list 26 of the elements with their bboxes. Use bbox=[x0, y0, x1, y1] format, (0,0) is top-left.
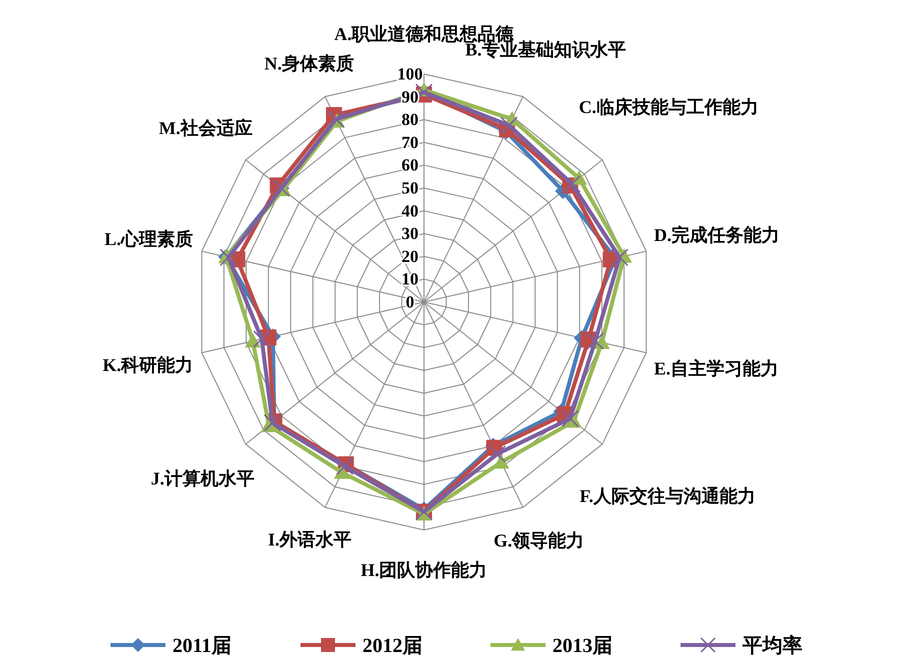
spoke-label: G.领导能力 bbox=[494, 530, 584, 551]
y-tick-label: 10 bbox=[402, 270, 418, 289]
y-tick-label: 0 bbox=[406, 292, 414, 312]
y-tick-label: 80 bbox=[402, 110, 418, 130]
legend-label: 2013届 bbox=[552, 635, 612, 657]
spoke-label: L.心理素质 bbox=[104, 229, 194, 250]
spoke-label: F.人际交往与沟通能力 bbox=[580, 486, 756, 506]
legend-label: 2012届 bbox=[362, 635, 422, 657]
y-tick-label: 50 bbox=[402, 178, 418, 198]
spoke-label: H.团队协作能力 bbox=[360, 560, 488, 580]
spoke-label: D.完成任务能力 bbox=[654, 225, 780, 246]
y-tick-label: 20 bbox=[402, 246, 418, 266]
y-tick-label: 40 bbox=[402, 201, 418, 220]
spoke-label: N.身体素质 bbox=[264, 54, 354, 74]
spoke-label: C.临床技能与工作能力 bbox=[578, 96, 758, 117]
y-tick-label: 60 bbox=[402, 156, 418, 175]
y-tick-label: 30 bbox=[402, 224, 418, 244]
y-tick-label: 100 bbox=[397, 64, 423, 84]
spoke-label: M.社会适应 bbox=[158, 118, 252, 138]
spoke-label: J.计算机水平 bbox=[150, 468, 254, 489]
legend-label: 2011届 bbox=[172, 635, 232, 657]
legend-label: 平均率 bbox=[742, 634, 802, 657]
y-tick-label: 70 bbox=[402, 132, 418, 152]
spoke-label: I.外语水平 bbox=[268, 529, 352, 550]
spoke-label: K.科研能力 bbox=[102, 355, 194, 376]
spoke-label: E.自主学习能力 bbox=[654, 358, 779, 379]
